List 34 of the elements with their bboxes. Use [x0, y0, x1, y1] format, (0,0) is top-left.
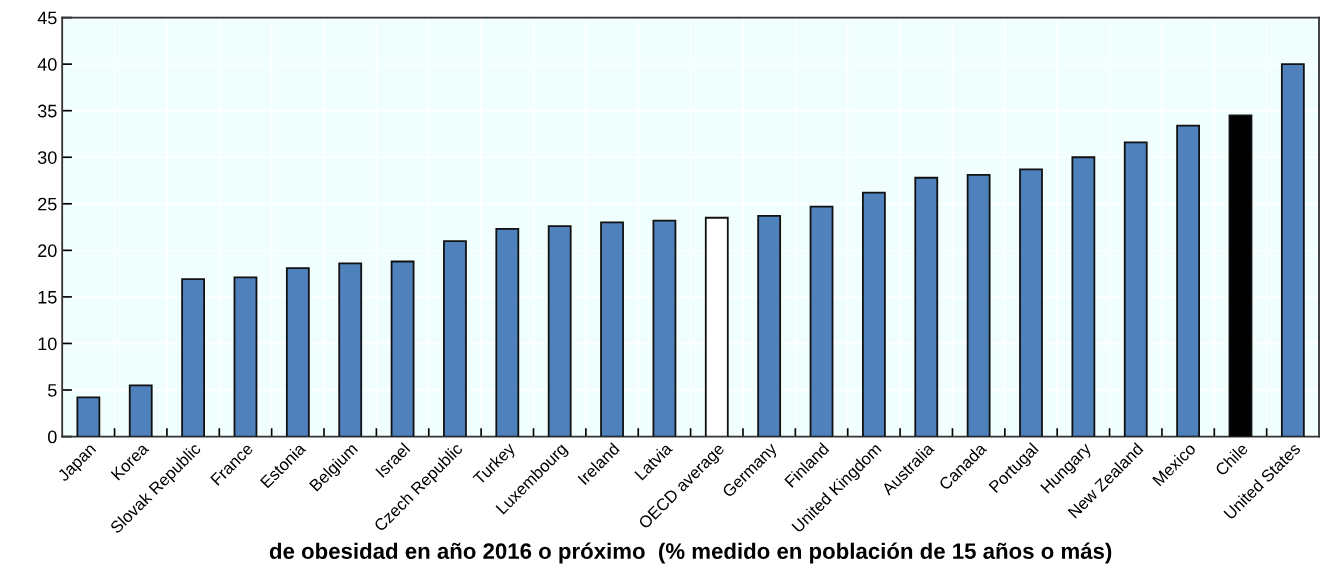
bar: [966, 174, 991, 437]
bar: [757, 214, 782, 437]
bar: [233, 276, 258, 437]
y-tick-label: 45: [37, 11, 57, 25]
bar: [443, 240, 467, 437]
bar: [861, 191, 886, 437]
y-tick-label: 30: [37, 151, 57, 164]
bar: [128, 384, 153, 437]
bar: [600, 221, 624, 437]
x-axis-title: de obesidad en año 2016 o próximo (% medido en población de 15 años o más): [269, 542, 1112, 564]
bar: [1071, 156, 1096, 437]
bar: [285, 267, 310, 437]
bar: [181, 278, 206, 437]
y-tick-label: 15: [38, 291, 57, 304]
bar: [1176, 124, 1201, 437]
y-tick-label: 10: [38, 337, 57, 351]
y-tick-label: 25: [38, 197, 57, 211]
bar: [338, 262, 363, 437]
bar: [809, 205, 834, 437]
y-tick-label: 5: [48, 384, 57, 397]
bar: [390, 260, 415, 437]
bar: [1228, 114, 1253, 437]
bar: [914, 176, 939, 437]
bar: [76, 396, 101, 437]
bar: [547, 225, 572, 437]
bar: [1280, 63, 1305, 437]
y-tick-label: 35: [37, 104, 57, 118]
y-tick-label: 20: [38, 244, 57, 258]
bar: [495, 228, 520, 437]
y-tick-label: 40: [37, 58, 57, 71]
y-tick-label: 0: [47, 430, 57, 444]
bar: [652, 219, 677, 437]
bar: [1019, 168, 1043, 437]
bar: [1123, 141, 1148, 437]
